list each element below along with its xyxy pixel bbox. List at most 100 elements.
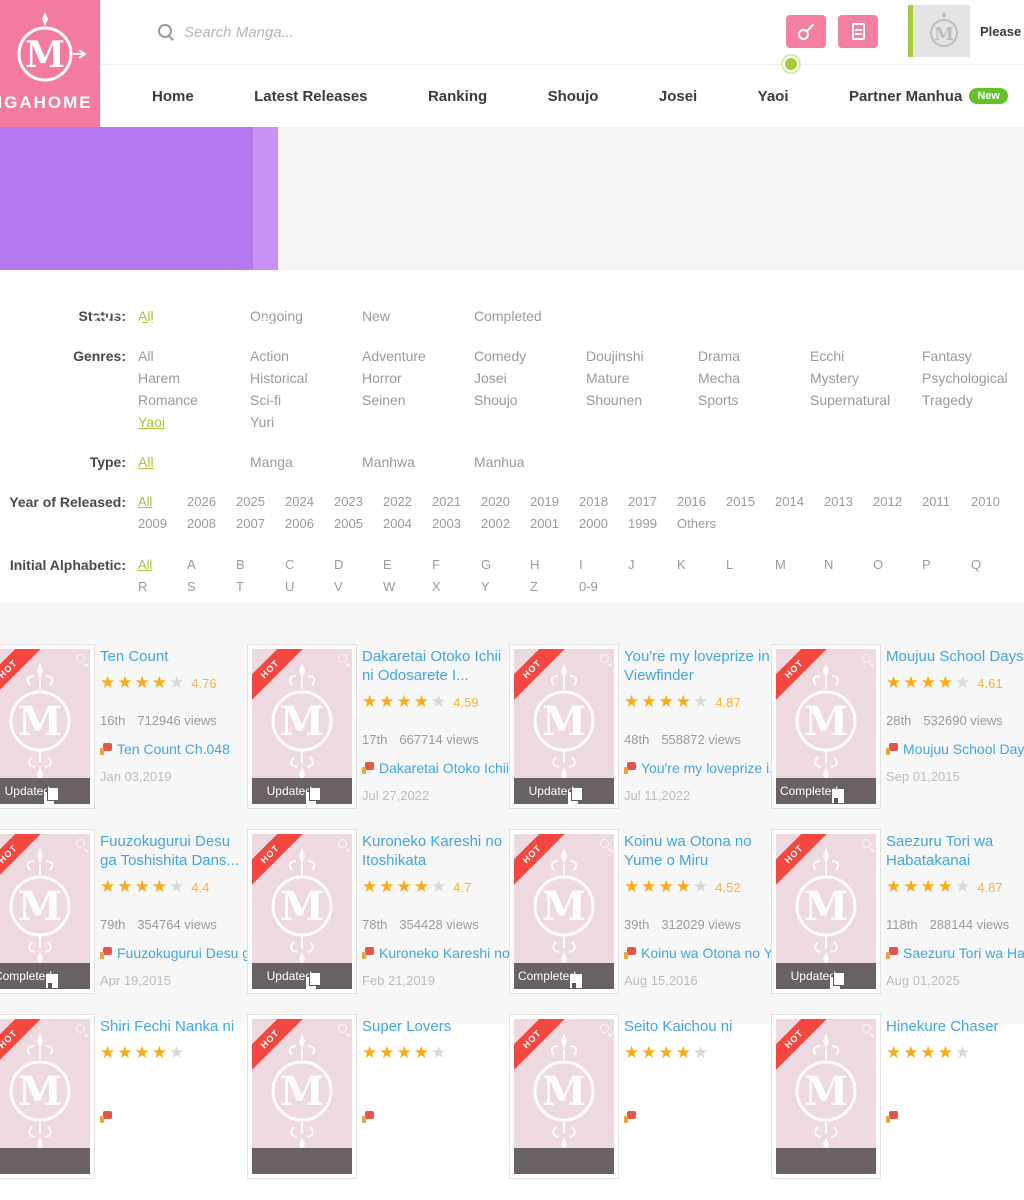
filter-option-letter[interactable]: H xyxy=(530,557,540,572)
filter-option-genre[interactable]: Historical xyxy=(250,370,308,386)
filter-option-genre[interactable]: Josei xyxy=(474,370,507,386)
manga-title-link[interactable]: Seito Kaichou ni xyxy=(624,1018,733,1035)
filter-option-letter[interactable]: Z xyxy=(530,579,538,594)
filter-option-year[interactable]: 2009 xyxy=(138,516,167,531)
manga-title-link[interactable]: Shiri Fechi Nanka ni xyxy=(100,1018,235,1035)
arrow-right-icon[interactable] xyxy=(256,318,274,336)
filter-option-letter[interactable]: J xyxy=(628,557,635,572)
latest-chapter-link[interactable] xyxy=(886,1111,1024,1123)
manga-cover[interactable]: M HOT Updated xyxy=(510,645,618,808)
filter-option-status[interactable]: All xyxy=(138,308,154,324)
filter-option-letter[interactable]: O xyxy=(873,557,884,572)
login-link[interactable]: Please login xyxy=(980,24,1024,39)
filter-option-letter[interactable]: N xyxy=(824,557,834,572)
filter-option-letter[interactable]: All xyxy=(138,557,153,572)
filter-option-genre[interactable]: Ecchi xyxy=(810,348,845,364)
latest-chapter-link[interactable]: Fuuzokugurui Desu g... xyxy=(100,945,248,961)
filter-option-letter[interactable]: D xyxy=(334,557,344,572)
manga-cover[interactable]: M HOT xyxy=(772,1015,880,1178)
manga-cover[interactable]: M HOT xyxy=(510,1015,618,1178)
latest-chapter-link[interactable]: Dakaretai Otoko Ichii ... xyxy=(362,760,510,776)
latest-chapter-link[interactable] xyxy=(362,1111,510,1123)
search-input[interactable] xyxy=(184,16,484,48)
nav-item[interactable]: Ranking xyxy=(427,87,488,105)
filter-option-letter[interactable]: M xyxy=(775,557,786,572)
filter-option-year[interactable]: 1999 xyxy=(628,516,657,531)
filter-option-letter[interactable]: E xyxy=(383,557,392,572)
filter-option-letter[interactable]: P xyxy=(922,557,931,572)
filter-option-letter[interactable]: G xyxy=(481,557,492,572)
manga-title-link[interactable]: Kuroneko Kareshi no Itoshikata xyxy=(362,833,503,869)
advanced-search-button[interactable] xyxy=(786,15,826,48)
filter-option-year[interactable]: 2014 xyxy=(775,494,804,509)
filter-option-genre[interactable]: Supernatural xyxy=(810,392,891,408)
filter-option-year[interactable]: 2002 xyxy=(481,516,510,531)
filter-option-year[interactable]: 2015 xyxy=(726,494,755,509)
filter-option-year[interactable]: 2026 xyxy=(187,494,216,509)
manga-title-link[interactable]: Moujuu School Days xyxy=(886,648,1024,665)
filter-option-genre[interactable]: Horror xyxy=(362,370,402,386)
filter-option-type[interactable]: Manga xyxy=(250,454,293,470)
manga-cover[interactable]: M HOT Updated xyxy=(772,830,880,993)
filter-option-genre[interactable]: All xyxy=(138,348,154,364)
filter-option-year[interactable]: 2012 xyxy=(873,494,902,509)
filter-option-year[interactable]: 2011 xyxy=(922,494,950,509)
filter-option-year[interactable]: 2019 xyxy=(530,494,559,509)
filter-option-type[interactable]: Manhua xyxy=(474,454,525,470)
filter-option-year[interactable]: 2023 xyxy=(334,494,363,509)
latest-chapter-link[interactable]: Saezuru Tori wa Hab... xyxy=(886,945,1024,961)
filter-option-type[interactable]: All xyxy=(138,454,154,470)
filter-option-letter[interactable]: Y xyxy=(481,579,490,594)
filter-option-genre[interactable]: Seinen xyxy=(362,392,406,408)
filter-option-year[interactable]: 2001 xyxy=(530,516,559,531)
manga-title-link[interactable]: Koinu wa Otona no Yume o Miru xyxy=(624,833,752,869)
manga-cover[interactable]: M HOT Updated xyxy=(0,645,94,808)
filter-option-genre[interactable]: Psychological xyxy=(922,370,1008,386)
filter-option-letter[interactable]: Q xyxy=(971,557,982,572)
filter-option-year[interactable]: 2022 xyxy=(383,494,412,509)
filter-option-genre[interactable]: Mature xyxy=(586,370,630,386)
avatar[interactable]: M xyxy=(908,5,970,57)
filter-option-year[interactable]: 2004 xyxy=(383,516,412,531)
filter-option-type[interactable]: Manhwa xyxy=(362,454,415,470)
filter-option-genre[interactable]: Shoujo xyxy=(474,392,518,408)
nav-item[interactable]: Yaoi xyxy=(757,87,789,105)
latest-chapter-link[interactable]: You're my loveprize i... xyxy=(624,760,772,776)
filter-option-year[interactable]: 2003 xyxy=(432,516,461,531)
filter-option-genre[interactable]: Sports xyxy=(698,392,739,408)
filter-option-year[interactable]: 2010 xyxy=(971,494,1000,509)
filter-option-year[interactable]: 2005 xyxy=(334,516,363,531)
filter-option-letter[interactable]: S xyxy=(187,579,196,594)
filter-option-year[interactable]: 2017 xyxy=(628,494,657,509)
manga-title-link[interactable]: You're my loveprize in Viewfinder xyxy=(624,648,770,684)
manga-title-link[interactable]: Super Lovers xyxy=(362,1018,452,1035)
filter-option-letter[interactable]: 0-9 xyxy=(579,579,598,594)
manga-cover[interactable]: M HOT Updated xyxy=(248,830,356,993)
latest-chapter-link[interactable]: Moujuu School Days ... xyxy=(886,741,1024,757)
filter-option-letter[interactable]: K xyxy=(677,557,686,572)
filter-option-letter[interactable]: V xyxy=(334,579,343,594)
filter-option-year[interactable]: 2016 xyxy=(677,494,706,509)
filter-option-genre[interactable]: Doujinshi xyxy=(586,348,644,364)
filter-option-year[interactable]: 2000 xyxy=(579,516,608,531)
filter-option-letter[interactable]: X xyxy=(432,579,441,594)
filter-option-status[interactable]: New xyxy=(362,308,391,324)
filter-option-genre[interactable]: Sci-fi xyxy=(250,392,282,408)
manga-cover[interactable]: M HOT Completed xyxy=(772,645,880,808)
manga-cover[interactable]: M HOT xyxy=(0,1015,94,1178)
site-logo[interactable]: M MANGAHOME xyxy=(0,0,100,127)
filter-option-genre[interactable]: Harem xyxy=(138,370,181,386)
latest-chapter-link[interactable] xyxy=(100,1111,248,1123)
filter-option-year[interactable]: 2020 xyxy=(481,494,510,509)
manga-title-link[interactable]: Dakaretai Otoko Ichii ni Odosarete I... xyxy=(362,648,502,684)
nav-item[interactable]: Josei xyxy=(658,87,698,105)
filter-option-letter[interactable]: R xyxy=(138,579,148,594)
filter-option-year[interactable]: 2007 xyxy=(236,516,265,531)
filter-option-year[interactable]: 2021 xyxy=(432,494,461,509)
filter-option-year[interactable]: 2006 xyxy=(285,516,314,531)
latest-chapter-link[interactable]: Kuroneko Kareshi no ... xyxy=(362,945,510,961)
filter-option-genre[interactable]: Shounen xyxy=(586,392,643,408)
filter-option-letter[interactable]: W xyxy=(383,579,396,594)
latest-chapter-link[interactable]: Ten Count Ch.048 xyxy=(100,741,248,757)
filter-option-letter[interactable]: I xyxy=(579,557,583,572)
